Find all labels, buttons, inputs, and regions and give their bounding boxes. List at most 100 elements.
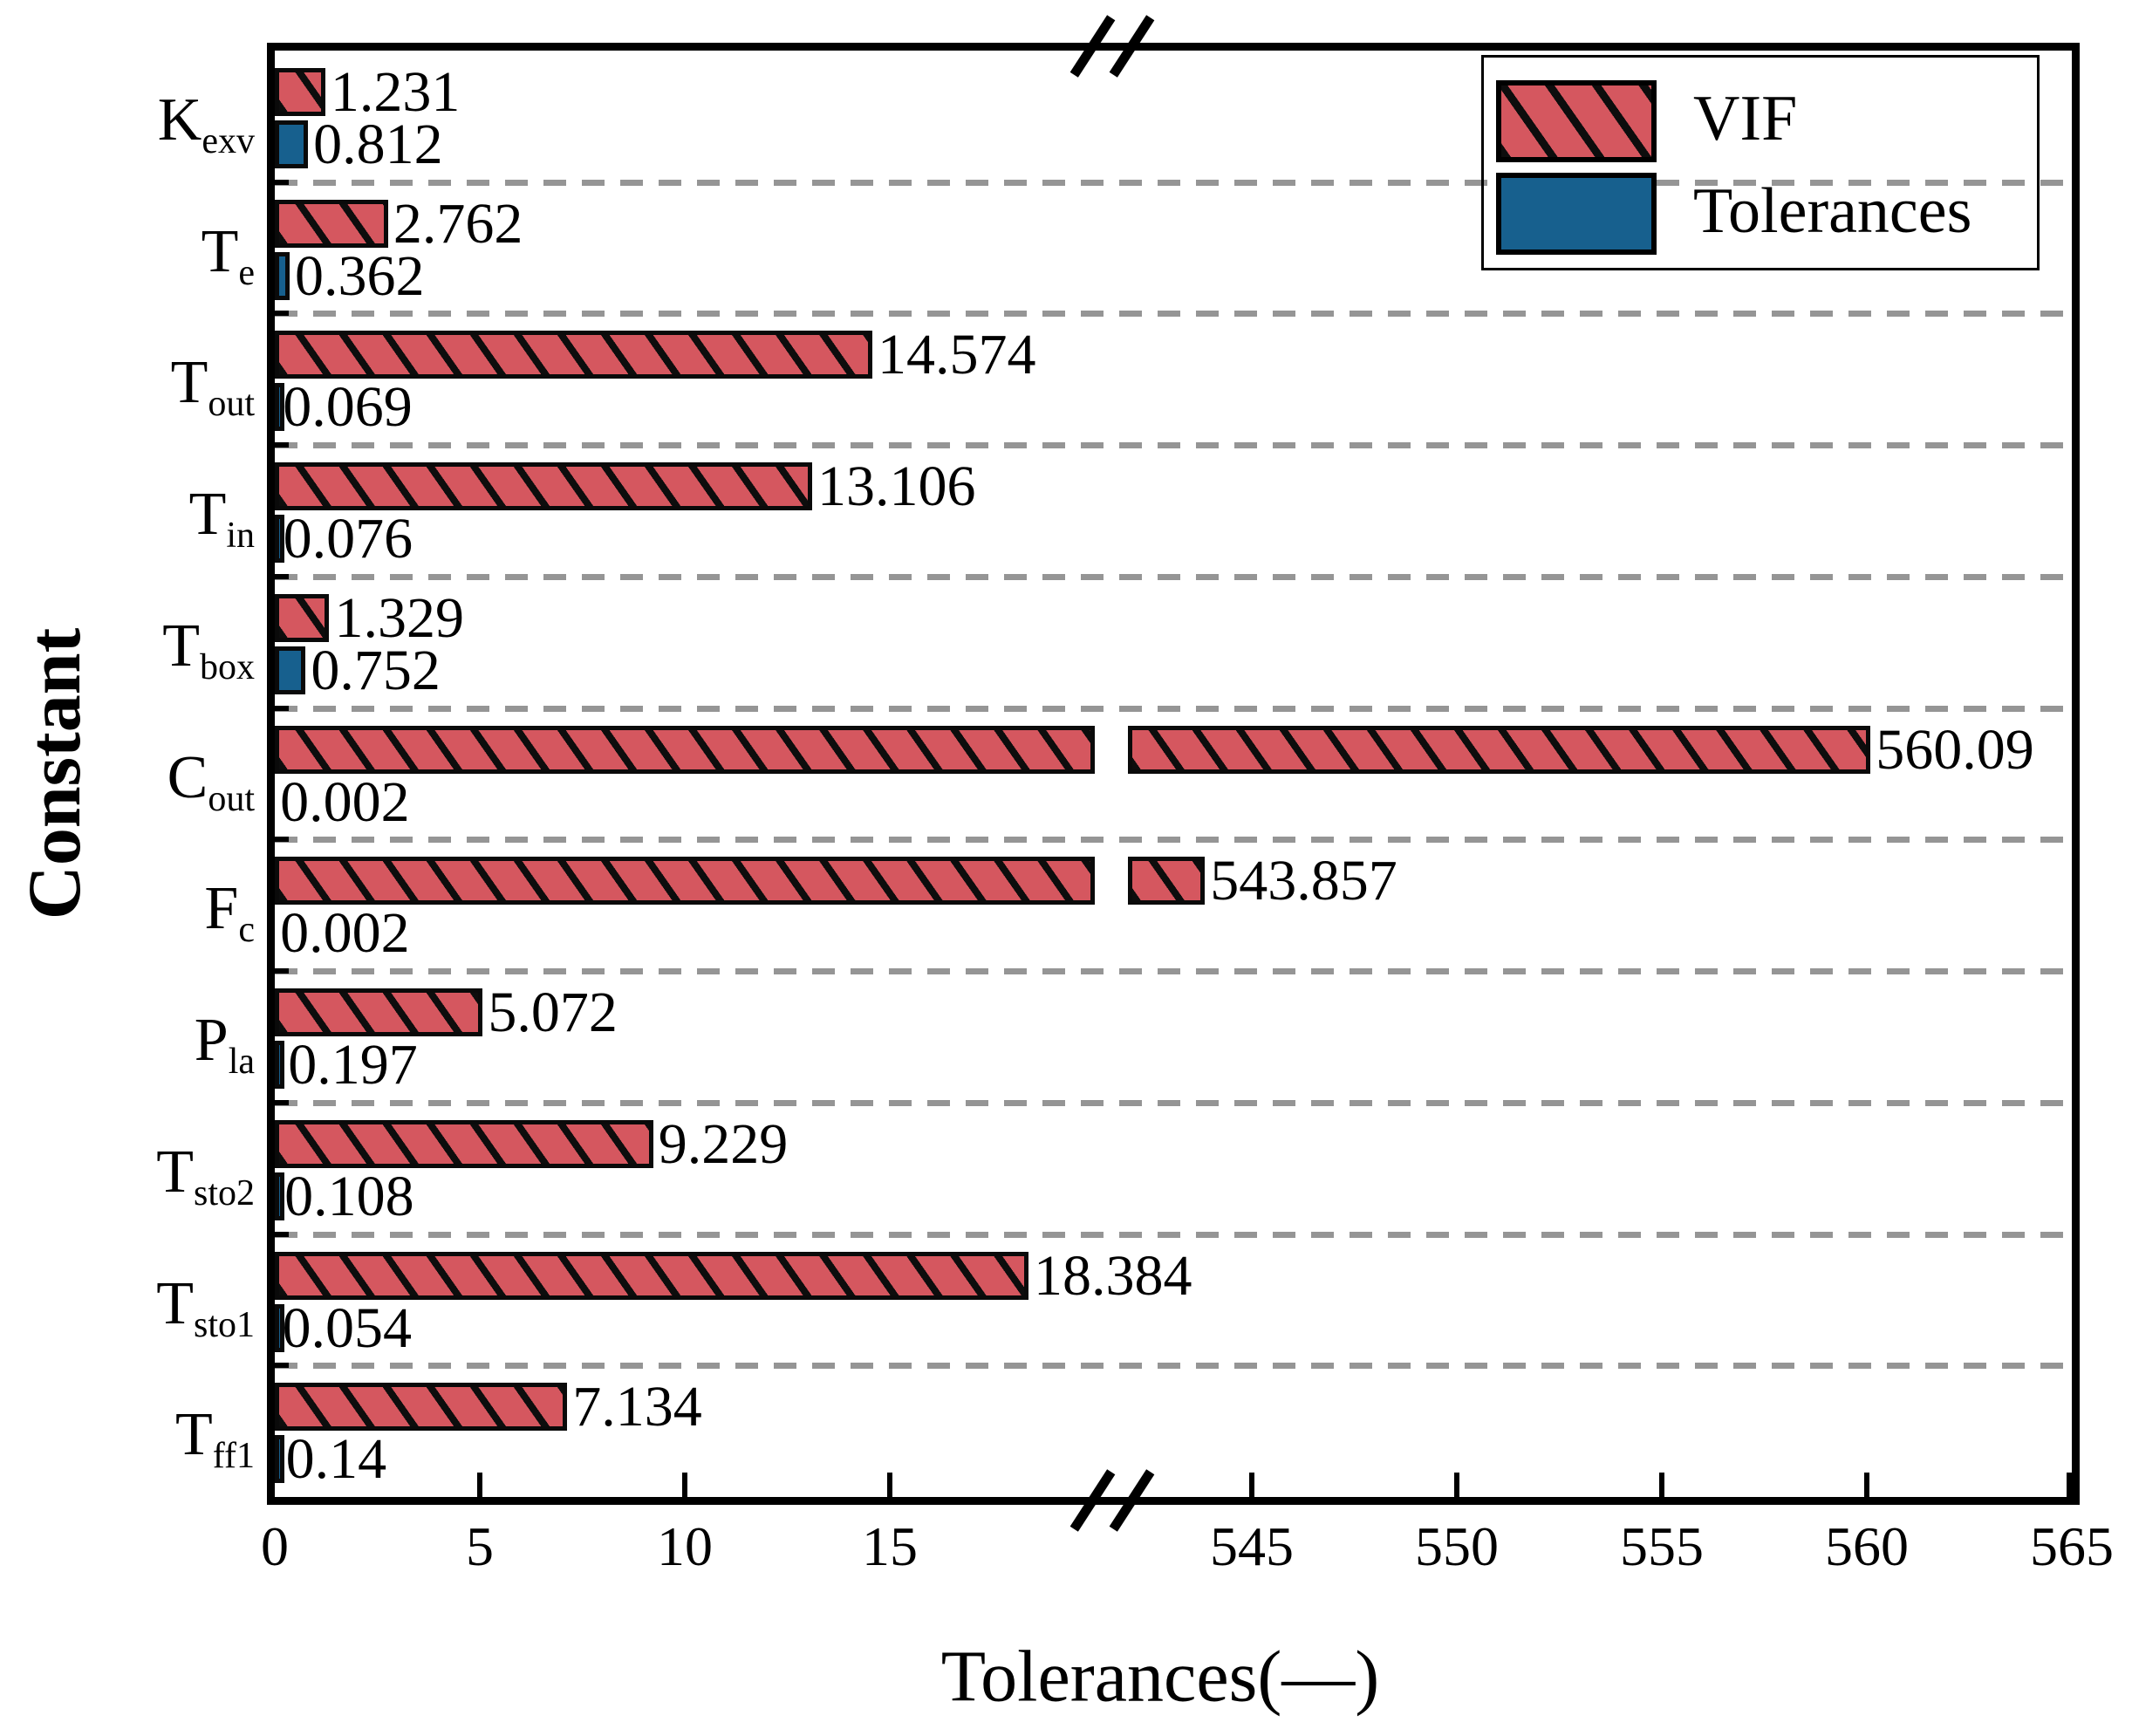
row-separator-gridline	[275, 837, 2072, 843]
vif-value-label: 9.229	[658, 1112, 789, 1176]
vif-value-label: 7.134	[572, 1375, 702, 1439]
tolerances-bar	[275, 383, 284, 431]
legend-swatch-tolerances	[1496, 173, 1657, 255]
category-label: Fc	[204, 875, 255, 951]
category-label: Kexv	[157, 86, 255, 161]
vif-value-label: 14.574	[877, 323, 1036, 386]
y-axis-tick	[275, 180, 289, 185]
y-axis-tick	[275, 837, 289, 842]
x-axis-tick	[1454, 1473, 1459, 1497]
x-axis-tick-label: 15	[862, 1515, 918, 1577]
tolerances-value-label: 0.14	[285, 1427, 387, 1491]
x-axis-tick-label: 555	[1620, 1515, 1704, 1577]
row-separator-gridline	[275, 1232, 2072, 1238]
tolerances-value-label: 0.002	[280, 770, 410, 834]
category-label: Te	[201, 217, 255, 293]
vif-bar	[275, 331, 872, 379]
x-axis-tick-label: 565	[2030, 1515, 2114, 1577]
tolerances-value-label: 0.812	[313, 113, 443, 176]
y-axis-tick	[275, 311, 289, 316]
vif-bar	[275, 462, 812, 510]
row-separator-gridline	[275, 968, 2072, 974]
vif-bar	[275, 988, 483, 1036]
x-axis-tick	[682, 1473, 687, 1497]
legend-label-vif: VIF	[1693, 83, 1798, 154]
tolerances-bar	[275, 515, 284, 563]
category-label: Tsto1	[156, 1269, 255, 1345]
vif-bar	[275, 726, 1095, 774]
category-label: Tout	[170, 349, 255, 425]
tolerances-bar	[275, 1304, 284, 1352]
vif-value-label: 1.329	[334, 586, 464, 650]
vif-bar	[275, 68, 325, 116]
tolerances-bar	[275, 1435, 284, 1483]
vif-value-label: 543.857	[1210, 849, 1397, 912]
vif-bar	[275, 1120, 653, 1168]
legend-swatch-vif-hatched	[1496, 80, 1657, 162]
y-axis-tick	[275, 1363, 289, 1368]
vif-value-label: 18.384	[1034, 1244, 1192, 1308]
tolerances-bar	[275, 1041, 284, 1089]
x-axis-tick	[1659, 1473, 1664, 1497]
tolerances-value-label: 0.069	[283, 375, 413, 439]
vif-value-label: 2.762	[393, 192, 523, 256]
x-axis-title: Tolerances(—)	[940, 1636, 1380, 1718]
tolerances-value-label: 0.054	[282, 1296, 413, 1360]
x-axis-tick-label: 560	[1825, 1515, 1909, 1577]
category-label: Tin	[188, 481, 255, 557]
vif-bar	[275, 1383, 568, 1431]
y-axis-tick	[275, 442, 289, 448]
x-axis-tick-label: 0	[261, 1515, 289, 1577]
category-label: Tbox	[162, 612, 255, 687]
row-separator-gridline	[275, 574, 2072, 580]
tolerances-value-label: 0.197	[288, 1033, 418, 1097]
tolerances-value-label: 0.002	[280, 901, 410, 965]
vif-value-label: 13.106	[817, 455, 976, 518]
plot-area: 1.231 0.812 2.762 0.362 14.574 0.069 13.106 0.0…	[267, 43, 2080, 1505]
y-axis-tick	[275, 968, 289, 974]
x-axis-tick	[887, 1473, 892, 1497]
tolerances-value-label: 0.752	[311, 639, 441, 702]
row-separator-gridline	[275, 1363, 2072, 1369]
legend-label-tolerances: Tolerances	[1693, 175, 1972, 247]
vif-bar	[275, 857, 1095, 905]
x-axis-tick-label: 10	[657, 1515, 713, 1577]
row-separator-gridline	[275, 1100, 2072, 1106]
row-separator-gridline	[275, 180, 2072, 186]
vif-bar	[275, 1252, 1029, 1300]
vif-bar	[275, 594, 330, 642]
x-axis-tick	[1864, 1473, 1869, 1497]
vif-value-label: 1.231	[330, 60, 461, 124]
legend: VIF Tolerances	[1481, 55, 2040, 270]
vif-value-label: 560.09	[1876, 718, 2034, 782]
x-axis-tick	[1249, 1473, 1254, 1497]
x-axis-tick-label: 5	[466, 1515, 494, 1577]
tolerances-bar	[275, 1172, 284, 1220]
category-label: Pla	[194, 1007, 255, 1083]
vif-bar	[1128, 857, 1206, 905]
category-label: Cout	[167, 743, 255, 819]
row-separator-gridline	[275, 706, 2072, 712]
row-separator-gridline	[275, 311, 2072, 317]
tolerances-bar	[275, 120, 309, 168]
y-axis-tick	[275, 706, 289, 711]
vif-bar	[275, 200, 388, 248]
row-separator-gridline	[275, 442, 2072, 448]
tolerances-bar	[275, 646, 306, 694]
y-axis-tick	[275, 574, 289, 579]
category-label: Tsto2	[156, 1138, 255, 1213]
vif-value-label: 5.072	[488, 981, 618, 1044]
x-axis-tick	[2067, 1473, 2072, 1497]
tolerances-bar	[275, 252, 290, 300]
tolerances-value-label: 0.108	[284, 1165, 414, 1228]
x-axis-tick-label: 550	[1415, 1515, 1499, 1577]
vif-bar	[1128, 726, 1871, 774]
y-axis-tick	[275, 1232, 289, 1237]
x-axis-tick-label: 545	[1210, 1515, 1294, 1577]
tolerances-value-label: 0.362	[295, 244, 425, 308]
category-label: Tff1	[175, 1401, 255, 1477]
y-axis-tick	[275, 1100, 289, 1105]
tolerances-value-label: 0.076	[283, 507, 413, 571]
x-axis-tick	[477, 1473, 482, 1497]
